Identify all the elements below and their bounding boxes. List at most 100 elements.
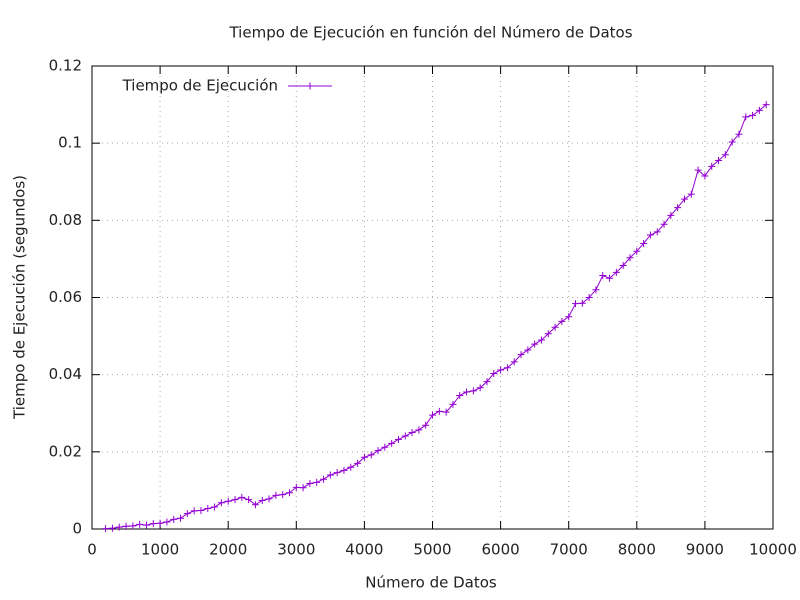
data-point (667, 211, 675, 219)
data-point (510, 358, 518, 366)
data-point (476, 384, 484, 392)
data-point (211, 503, 219, 511)
data-point (721, 151, 729, 159)
data-point (170, 515, 178, 523)
data-point (367, 451, 375, 459)
data-point (320, 475, 328, 483)
data-point (163, 518, 171, 526)
data-point (129, 522, 137, 530)
data-point (537, 336, 545, 344)
data-point (217, 499, 225, 507)
x-tick-label: 7000 (550, 541, 588, 559)
data-point (449, 400, 457, 408)
data-point (224, 497, 232, 505)
data-point (497, 366, 505, 374)
data-point (333, 469, 341, 477)
data-point (660, 220, 668, 228)
data-point (456, 392, 464, 400)
legend-label: Tiempo de Ejecución (122, 77, 278, 95)
data-point (469, 387, 477, 395)
data-point (197, 506, 205, 514)
data-point (204, 505, 212, 513)
x-tick-label: 4000 (345, 541, 383, 559)
y-tick-label: 0.1 (58, 134, 82, 152)
data-point (442, 408, 450, 416)
data-point (578, 299, 586, 307)
x-tick-label: 10000 (749, 541, 797, 559)
data-point (701, 172, 709, 180)
data-point (599, 272, 607, 280)
data-point (326, 471, 334, 479)
data-point (394, 435, 402, 443)
data-point (715, 157, 723, 165)
data-point (755, 106, 763, 114)
data-point (483, 378, 491, 386)
data-point (503, 364, 511, 372)
data-point (531, 340, 539, 348)
data-point (245, 496, 253, 504)
data-point (762, 101, 770, 109)
data-point (646, 231, 654, 239)
data-point (708, 162, 716, 170)
data-point (142, 521, 150, 529)
data-point (285, 489, 293, 497)
x-tick-label: 5000 (413, 541, 451, 559)
data-point (258, 496, 266, 504)
y-axis-label: Tiempo de Ejecución (segundos) (11, 175, 29, 420)
data-point (749, 111, 757, 119)
data-point (401, 432, 409, 440)
data-point (108, 524, 116, 532)
data-point (415, 426, 423, 434)
data-point (728, 138, 736, 146)
data-point (156, 519, 164, 527)
data-point (360, 453, 368, 461)
data-point (313, 478, 321, 486)
y-tick-label: 0.04 (49, 365, 82, 383)
data-point (374, 447, 382, 455)
data-point (340, 466, 348, 474)
y-tick-label: 0.02 (49, 442, 82, 460)
data-point (279, 491, 287, 499)
data-point (177, 514, 185, 522)
data-line (105, 104, 767, 530)
data-point (238, 493, 246, 501)
data-point (517, 351, 525, 359)
chart-title: Tiempo de Ejecución en función del Númer… (228, 24, 632, 42)
data-point (687, 190, 695, 198)
data-point (115, 523, 123, 531)
x-tick-label: 3000 (277, 541, 315, 559)
data-point (585, 294, 593, 301)
data-point (136, 520, 144, 528)
data-point (299, 484, 307, 492)
data-point (306, 479, 314, 487)
data-point (231, 496, 239, 504)
x-tick-label: 1000 (141, 541, 179, 559)
data-point (694, 166, 702, 174)
data-point (572, 300, 580, 308)
data-point (183, 510, 191, 518)
data-point (612, 268, 620, 276)
data-point (619, 261, 627, 269)
data-point (551, 323, 559, 331)
data-point (422, 421, 430, 429)
data-point (265, 495, 273, 503)
x-axis-label: Número de Datos (365, 574, 497, 592)
data-point (408, 429, 416, 437)
data-point (388, 439, 396, 447)
data-point (190, 507, 198, 515)
data-point (347, 463, 355, 471)
data-point (544, 330, 552, 338)
data-point (381, 443, 389, 451)
data-point (735, 130, 743, 138)
x-tick-label: 9000 (686, 541, 724, 559)
x-tick-label: 0 (87, 541, 97, 559)
plot-frame (91, 65, 774, 530)
data-point (354, 459, 362, 467)
x-tick-label: 2000 (209, 541, 247, 559)
data-point (102, 525, 110, 533)
data-point (653, 228, 661, 236)
data-point (558, 317, 566, 325)
data-point (463, 388, 471, 396)
legend-marker (306, 82, 314, 90)
